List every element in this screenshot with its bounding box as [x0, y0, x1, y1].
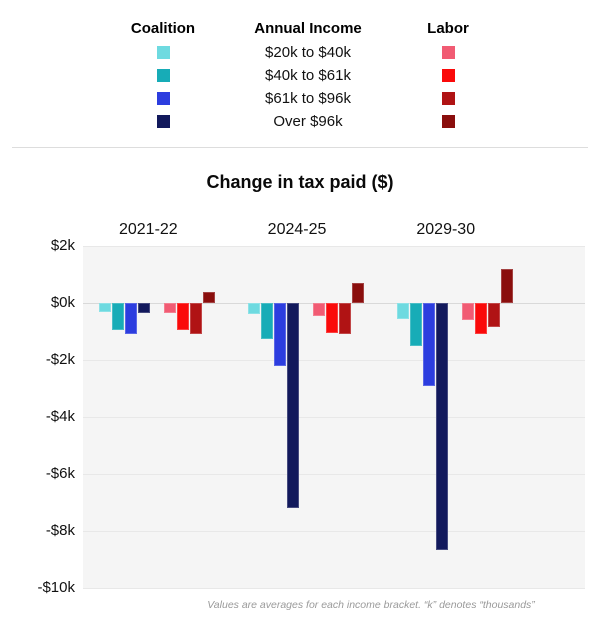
bar-coalition-over-96k-2029-30 [435, 303, 448, 550]
bar-labor-61k-to-96k-2024-25 [339, 303, 351, 335]
legend-row-labor-40k-to-61k [388, 64, 508, 87]
bar-coalition-over-96k-2021-22 [138, 303, 151, 313]
footnote: Values are averages for each income brac… [207, 599, 535, 611]
y-axis-tick-label: -$8k [45, 522, 75, 539]
bar-coalition-20k-to-40k-2024-25 [248, 303, 260, 315]
bar-coalition-over-96k-2024-25 [287, 303, 299, 509]
gridline--4k [83, 417, 585, 418]
legend-swatch-coalition-61k-to-96k [156, 92, 170, 105]
plot-area [83, 246, 585, 589]
legend-swatch-labor-40k-to-61k [441, 69, 455, 82]
legend: Coalition Annual Income $20k to $40k $40k… [0, 0, 600, 147]
chart-title: Change in tax paid ($) [206, 172, 394, 192]
legend-row-labor-20k-to-40k [388, 41, 508, 64]
legend-swatch-coalition-40k-to-61k [156, 69, 170, 82]
legend-swatch-coalition-over-96k [156, 115, 170, 128]
legend-labor-swatches [388, 41, 508, 133]
legend-swatch-labor-20k-to-40k [441, 46, 455, 59]
bar-labor-over-96k-2029-30 [500, 268, 513, 303]
chart-section: Change in tax paid ($) 2021-22 2024-25 202… [0, 148, 600, 630]
legend-row-labor-over-96k [388, 110, 508, 133]
y-axis-tick-label: $2k [50, 237, 75, 254]
y-axis-tick-label: -$4k [45, 408, 75, 425]
bar-labor-over-96k-2021-22 [203, 291, 216, 303]
bar-coalition-40k-to-61k-2021-22 [112, 303, 125, 331]
bar-coalition-20k-to-40k-2029-30 [396, 303, 409, 319]
legend-header-income: Annual Income [254, 20, 362, 37]
bar-coalition-40k-to-61k-2029-30 [409, 303, 422, 346]
bar-labor-61k-to-96k-2029-30 [487, 303, 500, 328]
divider [12, 147, 588, 148]
gridline--2k [83, 360, 585, 361]
bar-labor-40k-to-61k-2029-30 [474, 303, 487, 335]
period-label-2029-30: 2029-30 [416, 221, 476, 238]
legend-bracket-label: $40k to $61k [265, 67, 351, 84]
legend-swatch-labor-61k-to-96k [441, 92, 455, 105]
legend-row-coalition-20k-to-40k [103, 41, 223, 64]
bar-labor-61k-to-96k-2021-22 [190, 303, 203, 335]
gridline-2k [83, 246, 585, 247]
period-label-2024-25: 2024-25 [267, 221, 327, 238]
bar-labor-20k-to-40k-2029-30 [461, 303, 474, 321]
bar-coalition-61k-to-96k-2029-30 [422, 303, 435, 386]
bar-labor-over-96k-2024-25 [352, 283, 364, 303]
gridline--10k [83, 588, 585, 589]
legend-swatch-labor-over-96k [441, 115, 455, 128]
y-axis-tick-label: -$10k [37, 579, 75, 596]
legend-column-income: Annual Income $20k to $40k $40k to $61k $6… [228, 20, 388, 133]
bar-labor-20k-to-40k-2024-25 [313, 303, 325, 316]
gridline--6k [83, 474, 585, 475]
legend-column-labor: Labor [388, 20, 508, 133]
bar-coalition-61k-to-96k-2021-22 [125, 303, 138, 335]
legend-coalition-swatches [103, 41, 223, 133]
bar-coalition-20k-to-40k-2021-22 [99, 303, 112, 312]
bar-coalition-40k-to-61k-2024-25 [261, 303, 273, 339]
legend-column-coalition: Coalition [103, 20, 223, 133]
period-label-2021-22: 2021-22 [118, 221, 178, 238]
y-axis-tick-label: -$2k [45, 351, 75, 368]
legend-income-labels: $20k to $40k $40k to $61k $61k to $96k Over… [228, 41, 388, 133]
y-axis-tick-label: -$6k [45, 465, 75, 482]
legend-bracket-label: Over $96k [273, 113, 343, 130]
bar-coalition-61k-to-96k-2024-25 [274, 303, 286, 366]
bar-labor-40k-to-61k-2024-25 [326, 303, 338, 333]
legend-row-coalition-over-96k [103, 110, 223, 133]
legend-row-coalition-61k-to-96k [103, 87, 223, 110]
legend-bracket-label: $20k to $40k [265, 44, 351, 61]
legend-bracket-label: $61k to $96k [265, 90, 351, 107]
bar-labor-20k-to-40k-2021-22 [164, 303, 177, 313]
legend-row-labor-61k-to-96k [388, 87, 508, 110]
legend-header-labor: Labor [427, 20, 469, 37]
gridline--8k [83, 531, 585, 532]
legend-header-coalition: Coalition [130, 20, 196, 37]
bar-labor-40k-to-61k-2021-22 [177, 303, 190, 331]
y-axis-tick-label: $0k [50, 294, 75, 311]
legend-row-coalition-40k-to-61k [103, 64, 223, 87]
legend-swatch-coalition-20k-to-40k [156, 46, 170, 59]
